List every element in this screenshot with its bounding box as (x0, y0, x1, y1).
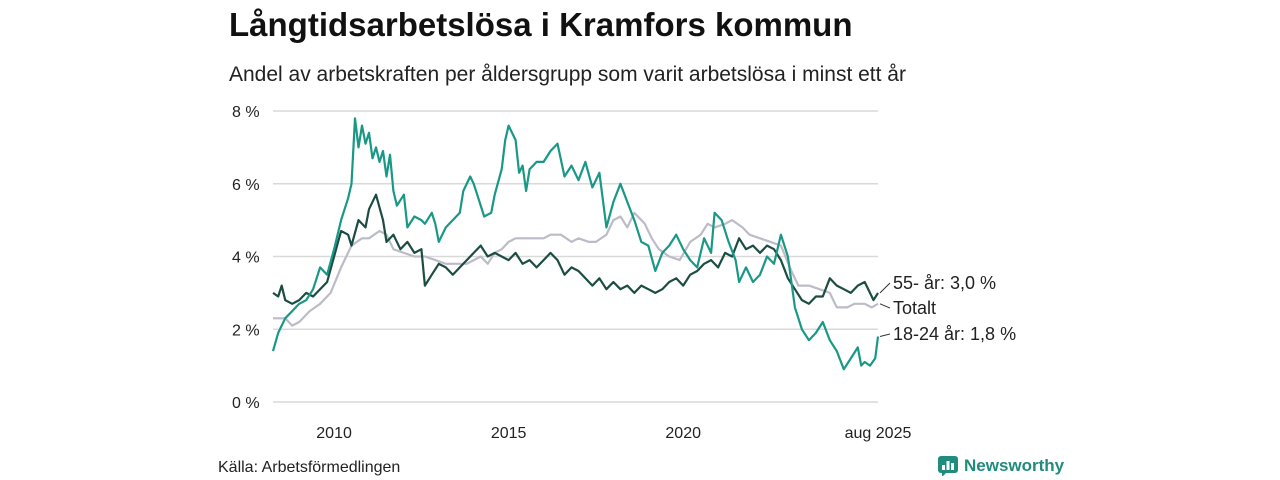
y-tick-label: 8 % (232, 104, 260, 121)
source-note: Källa: Arbetsförmedlingen (218, 459, 401, 476)
x-tick-label: aug 2025 (845, 425, 912, 442)
series-label-age_55_plus: 55- år: 3,0 % (893, 273, 996, 293)
label-connector (879, 303, 891, 309)
series-label-age_18_24: 18-24 år: 1,8 % (893, 324, 1016, 344)
chart-title: Långtidsarbetslösa i Kramfors kommun (229, 6, 853, 43)
series-line-age_55_plus (272, 193, 879, 305)
label-connector (879, 333, 891, 338)
y-tick-label: 6 % (232, 177, 260, 194)
brand-logo[interactable]: Newsworthy (938, 456, 1064, 476)
y-tick-label: 2 % (232, 322, 260, 339)
series-label-total: Totalt (893, 298, 936, 318)
newsworthy-icon (938, 456, 958, 476)
x-tick-label: 2015 (491, 425, 527, 442)
series-line-total (273, 211, 879, 327)
y-tick-label: 4 % (232, 250, 260, 267)
brand-name: Newsworthy (964, 456, 1065, 475)
x-tick-label: 2020 (665, 425, 701, 442)
series-line-age_18_24 (271, 117, 880, 371)
chart-subtitle: Andel av arbetskraften per åldersgrupp s… (229, 63, 906, 86)
label-connector (879, 282, 891, 294)
x-tick-label: 2010 (316, 425, 352, 442)
y-tick-label: 0 % (232, 395, 260, 412)
